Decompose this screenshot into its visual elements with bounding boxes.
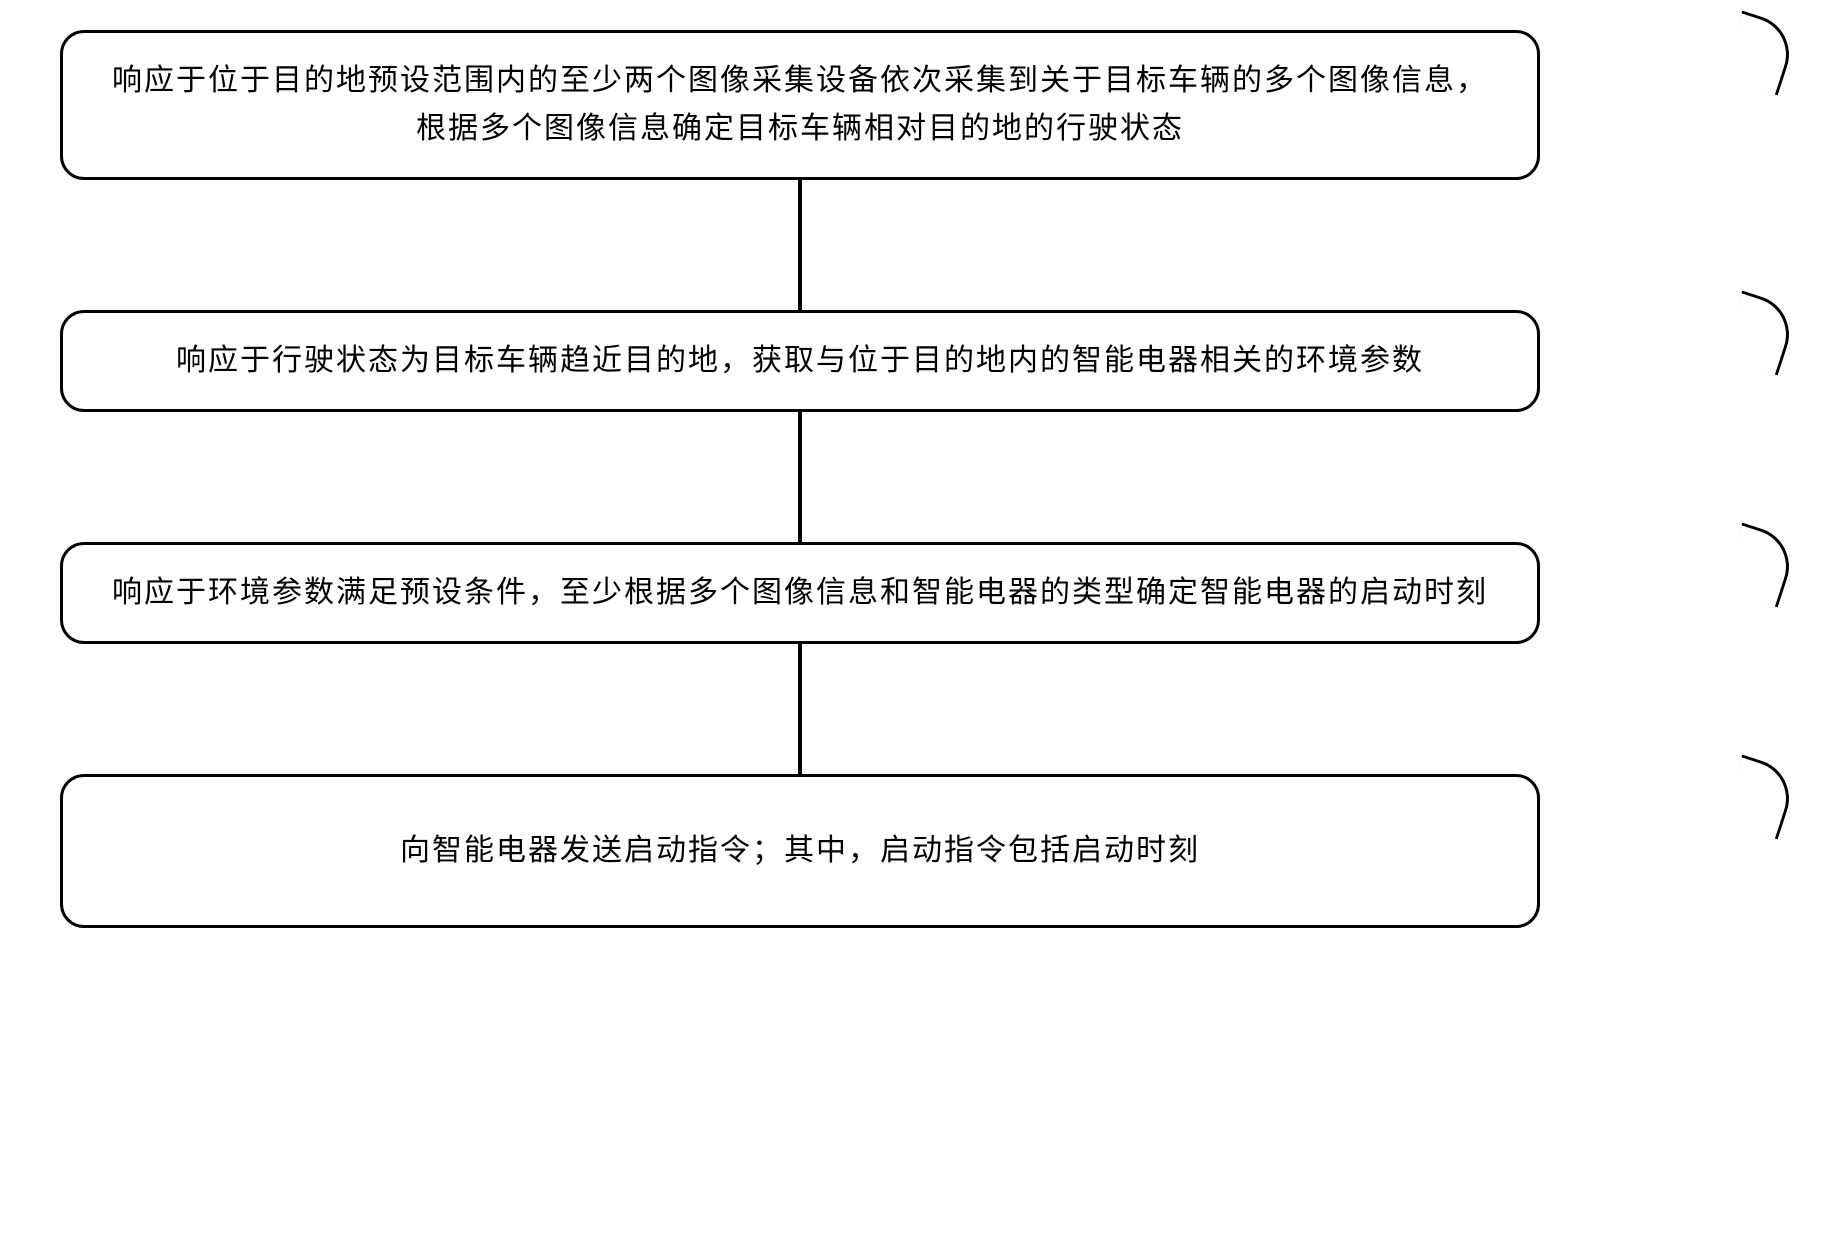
step-box-s400: 向智能电器发送启动指令；其中，启动指令包括启动时刻 — [60, 774, 1540, 928]
connector-3 — [60, 644, 1540, 774]
connector-line-2 — [798, 412, 802, 542]
label-curve-s400 — [1721, 754, 1800, 839]
step-text-s100: 响应于位于目的地预设范围内的至少两个图像采集设备依次采集到关于目标车辆的多个图像… — [103, 57, 1497, 153]
step-box-s200: 响应于行驶状态为目标车辆趋近目的地，获取与位于目的地内的智能电器相关的环境参数 — [60, 310, 1540, 412]
step-box-s100: 响应于位于目的地预设范围内的至少两个图像采集设备依次采集到关于目标车辆的多个图像… — [60, 30, 1540, 180]
connector-2 — [60, 412, 1540, 542]
step-s200: 响应于行驶状态为目标车辆趋近目的地，获取与位于目的地内的智能电器相关的环境参数 … — [60, 310, 1780, 412]
label-curve-s300 — [1721, 522, 1800, 607]
step-s400: 向智能电器发送启动指令；其中，启动指令包括启动时刻 S400 — [60, 774, 1780, 928]
step-s300: 响应于环境参数满足预设条件，至少根据多个图像信息和智能电器的类型确定智能电器的启… — [60, 542, 1780, 644]
step-s100: 响应于位于目的地预设范围内的至少两个图像采集设备依次采集到关于目标车辆的多个图像… — [60, 30, 1780, 180]
connector-line-1 — [798, 180, 802, 310]
connector-line-3 — [798, 644, 802, 774]
label-curve-s200 — [1721, 290, 1800, 375]
label-curve-s100 — [1721, 10, 1800, 95]
step-box-s300: 响应于环境参数满足预设条件，至少根据多个图像信息和智能电器的类型确定智能电器的启… — [60, 542, 1540, 644]
step-text-s200: 响应于行驶状态为目标车辆趋近目的地，获取与位于目的地内的智能电器相关的环境参数 — [176, 337, 1424, 385]
step-text-s400: 向智能电器发送启动指令；其中，启动指令包括启动时刻 — [400, 827, 1200, 875]
connector-1 — [60, 180, 1540, 310]
step-text-s300: 响应于环境参数满足预设条件，至少根据多个图像信息和智能电器的类型确定智能电器的启… — [112, 569, 1488, 617]
flowchart-container: 响应于位于目的地预设范围内的至少两个图像采集设备依次采集到关于目标车辆的多个图像… — [60, 30, 1780, 928]
